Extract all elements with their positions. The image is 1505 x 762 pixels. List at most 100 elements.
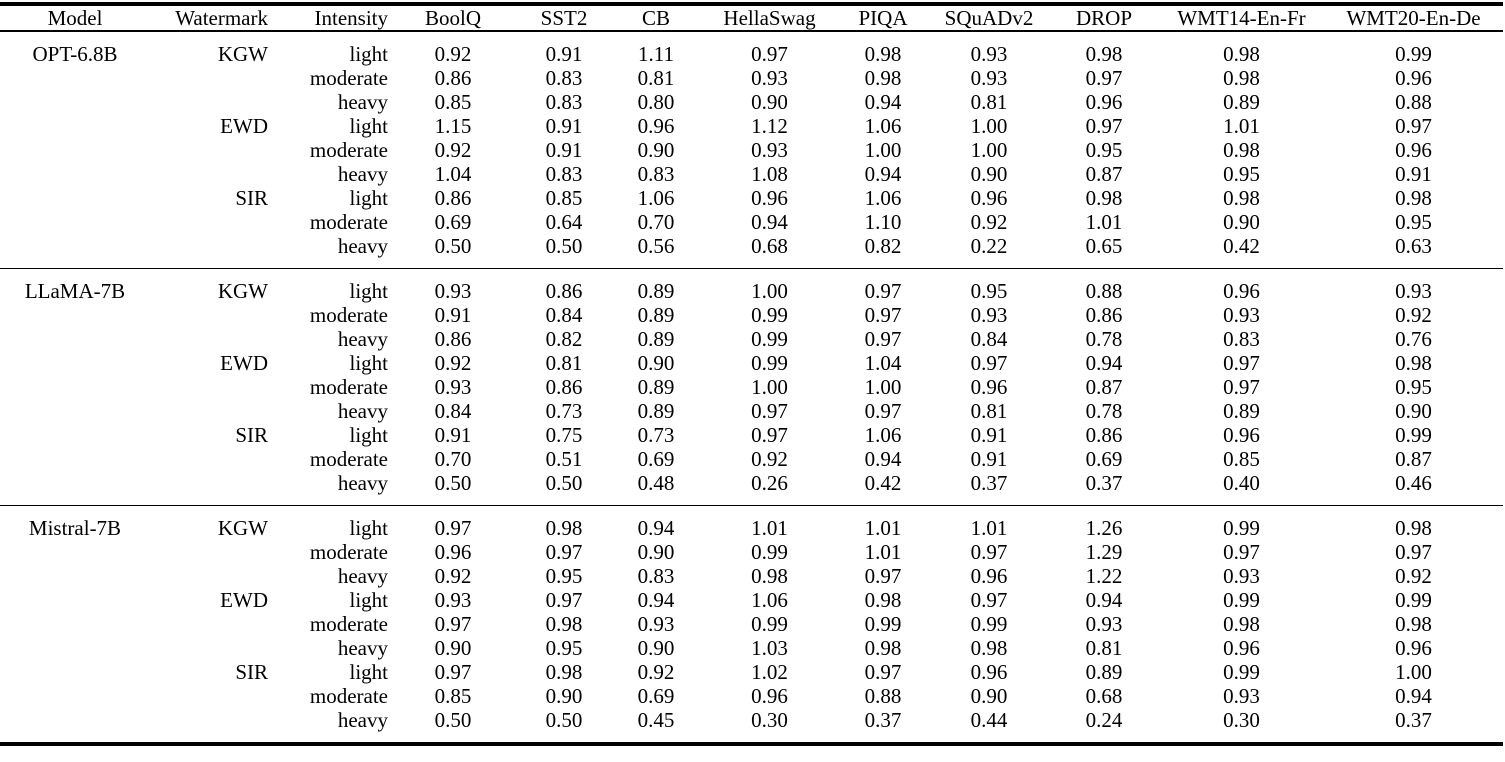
intensity-label: moderate [309,684,388,708]
metric-value: 0.96 [1395,636,1432,660]
metric-value: 0.98 [1223,612,1260,636]
model-name: Mistral-7B [28,516,122,540]
metric-value: 0.88 [1395,90,1432,114]
metric-value: 0.91 [545,138,583,162]
metric-value: 0.65 [1085,234,1123,258]
metric-value: 0.99 [1223,588,1260,612]
metric-value: 0.83 [545,90,583,114]
metric-value: 0.56 [637,234,675,258]
metric-value: 0.91 [434,423,472,447]
intensity-label: moderate [309,447,388,471]
metric-value: 0.98 [545,516,583,540]
metric-value: 0.97 [751,423,788,447]
table-row: heavy 0.85 0.83 0.80 0.90 0.94 0.81 0.96 0.89 0.8… [0,90,1503,114]
metric-value: 0.44 [970,708,1008,732]
metric-value: 0.83 [1223,327,1260,351]
table-row: heavy 1.04 0.83 0.83 1.08 0.94 0.90 0.87 0.95 0.9… [0,162,1503,186]
watermark-name: SIR [235,660,268,684]
column-header-sst2: SST2 [518,4,610,32]
metric-value: 0.96 [1085,90,1123,114]
metric-value: 0.93 [637,612,675,636]
table-row: SIR light 0.97 0.98 0.92 1.02 0.97 0.96 0.89 0.99… [0,660,1503,684]
metric-value: 1.00 [970,138,1008,162]
metric-value: 0.89 [637,279,675,303]
metric-value: 0.93 [751,66,788,90]
metric-value: 0.70 [637,210,675,234]
metric-value: 0.83 [637,162,675,186]
metric-value: 0.89 [1223,90,1260,114]
metric-value: 0.94 [637,588,675,612]
metric-value: 0.91 [434,303,472,327]
metric-value: 0.83 [545,162,583,186]
metric-value: 0.97 [864,564,902,588]
watermark-name: SIR [235,186,268,210]
metric-value: 0.69 [637,684,675,708]
metric-value: 0.94 [1085,588,1123,612]
metric-value: 1.01 [864,516,902,540]
metric-value: 0.90 [637,351,675,375]
metric-value: 0.30 [1223,708,1260,732]
metric-value: 0.37 [1085,471,1123,495]
metric-value: 0.94 [864,90,902,114]
metric-value: 0.90 [637,138,675,162]
metric-value: 0.98 [1085,42,1123,66]
intensity-label: light [349,588,388,612]
metric-value: 1.01 [1085,210,1123,234]
metric-value: 0.24 [1085,708,1123,732]
metric-value: 0.93 [434,279,472,303]
metric-value: 0.97 [1085,66,1123,90]
metric-value: 0.50 [545,471,583,495]
watermark-name: SIR [235,423,268,447]
intensity-label: heavy [337,234,388,258]
metric-value: 0.99 [751,303,788,327]
metric-value: 0.98 [864,588,902,612]
table-row: heavy 0.86 0.82 0.89 0.99 0.97 0.84 0.78 0.83 0.7… [0,327,1503,351]
table-row: heavy 0.50 0.50 0.45 0.30 0.37 0.44 0.24 0.30 0.3… [0,708,1503,744]
table-row: EWD light 0.93 0.97 0.94 1.06 0.98 0.97 0.94 0.99… [0,588,1503,612]
model-group-llama-7b: LLaMA-7B KGW light 0.93 0.86 0.89 1.00 0.97 0.95… [0,268,1503,506]
metric-value: 0.98 [1085,186,1123,210]
metric-value: 0.93 [970,66,1008,90]
metric-value: 0.97 [864,303,902,327]
metric-value: 0.68 [751,234,788,258]
intensity-label: heavy [337,564,388,588]
metric-value: 0.92 [637,660,675,684]
metric-value: 0.87 [1085,162,1123,186]
intensity-label: heavy [337,708,388,732]
metric-value: 0.98 [751,564,788,588]
metric-value: 0.96 [751,186,788,210]
intensity-label: heavy [337,162,388,186]
metric-value: 0.98 [545,612,583,636]
metric-value: 1.00 [1395,660,1432,684]
metric-value: 0.69 [434,210,472,234]
watermark-name: KGW [217,42,268,66]
metric-value: 0.90 [970,162,1008,186]
metric-value: 0.97 [864,327,902,351]
metric-value: 0.83 [545,66,583,90]
metric-value: 0.97 [1223,540,1260,564]
metric-value: 0.90 [1395,399,1432,423]
metric-value: 0.93 [434,588,472,612]
metric-value: 1.06 [864,423,902,447]
table-row: heavy 0.92 0.95 0.83 0.98 0.97 0.96 1.22 0.93 0.9… [0,564,1503,588]
model-name: OPT-6.8B [32,42,118,66]
metric-value: 0.97 [1395,114,1432,138]
metric-value: 1.02 [751,660,788,684]
metric-value: 0.90 [970,684,1008,708]
column-header-wmt20-en-de: WMT20-En-De [1324,4,1503,32]
table-row: heavy 0.90 0.95 0.90 1.03 0.98 0.98 0.81 0.96 0.9… [0,636,1503,660]
table-header-row: Model Watermark Intensity BoolQ SST2 CB HellaS… [0,4,1503,32]
metric-value: 0.89 [637,303,675,327]
metric-value: 0.92 [434,42,472,66]
metric-value: 1.01 [1223,114,1260,138]
metric-value: 0.96 [970,564,1008,588]
metric-value: 0.97 [970,351,1008,375]
metric-value: 1.01 [970,516,1008,540]
table-row: moderate 0.86 0.83 0.81 0.93 0.98 0.93 0.97 0.98… [0,66,1503,90]
metric-value: 0.91 [970,447,1008,471]
metric-value: 0.95 [970,279,1008,303]
table-row: moderate 0.96 0.97 0.90 0.99 1.01 0.97 1.29 0.97… [0,540,1503,564]
metric-value: 0.97 [751,42,788,66]
metric-value: 1.00 [864,375,902,399]
metric-value: 0.81 [1085,636,1123,660]
